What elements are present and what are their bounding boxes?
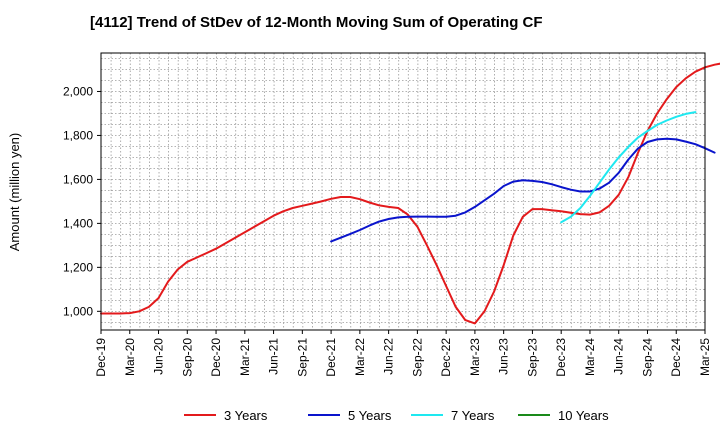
y-tick-label: 2,000 — [63, 84, 93, 98]
chart-title: [4112] Trend of StDev of 12-Month Moving… — [90, 14, 543, 31]
y-tick-label: 1,800 — [63, 128, 93, 142]
y-tick-label: 1,200 — [63, 260, 93, 274]
x-tick-label: Sep-22 — [410, 338, 424, 377]
series-layer — [100, 62, 720, 325]
x-tick-label: Jun-24 — [612, 338, 626, 375]
x-tick-label: Dec-19 — [94, 338, 108, 377]
x-tick-label: Mar-24 — [583, 338, 597, 376]
legend-label-5-years: 5 Years — [348, 408, 392, 423]
series-line-5-years — [330, 137, 716, 243]
y-tick-label: 1,600 — [63, 172, 93, 186]
x-tick-label: Jun-20 — [152, 338, 166, 375]
x-tick-label: Jun-23 — [497, 338, 511, 375]
y-axis: 1,000 1,200 1,400 1,600 1,800 2,000 — [63, 84, 101, 318]
x-tick-label: Dec-21 — [324, 338, 338, 377]
x-tick-label: Jun-22 — [382, 338, 396, 375]
x-tick-label: Mar-22 — [353, 338, 367, 376]
x-tick-label: Sep-24 — [640, 338, 654, 377]
x-tick-label: Mar-20 — [123, 338, 137, 376]
legend: 3 Years 5 Years 7 Years 10 Years — [184, 408, 609, 423]
x-tick-label: Dec-20 — [209, 338, 223, 377]
x-tick-label: Mar-25 — [698, 338, 712, 376]
x-axis: Dec-19 Mar-20 Jun-20 Sep-20 Dec-20 Mar-21 Jun-… — [94, 330, 712, 377]
x-tick-label: Mar-21 — [238, 338, 252, 376]
plot-area — [101, 53, 705, 330]
series-line-3-years — [100, 62, 720, 325]
y-axis-label: Amount (million yen) — [7, 133, 22, 252]
legend-label-7-years: 7 Years — [451, 408, 495, 423]
y-tick-label: 1,400 — [63, 216, 93, 230]
plot-border — [100, 52, 706, 331]
x-tick-label: Sep-23 — [525, 338, 539, 377]
x-tick-label: Dec-22 — [439, 338, 453, 377]
x-tick-label: Dec-24 — [669, 338, 683, 377]
x-tick-label: Sep-20 — [180, 338, 194, 377]
gridlines — [101, 53, 705, 330]
legend-label-3-years: 3 Years — [224, 408, 268, 423]
x-tick-label: Sep-21 — [295, 338, 309, 377]
y-tick-label: 1,000 — [63, 304, 93, 318]
legend-label-10-years: 10 Years — [558, 408, 609, 423]
x-tick-label: Jun-21 — [267, 338, 281, 375]
x-tick-label: Mar-23 — [468, 338, 482, 376]
series-line-7-years — [560, 111, 697, 224]
x-tick-label: Dec-23 — [554, 338, 568, 377]
